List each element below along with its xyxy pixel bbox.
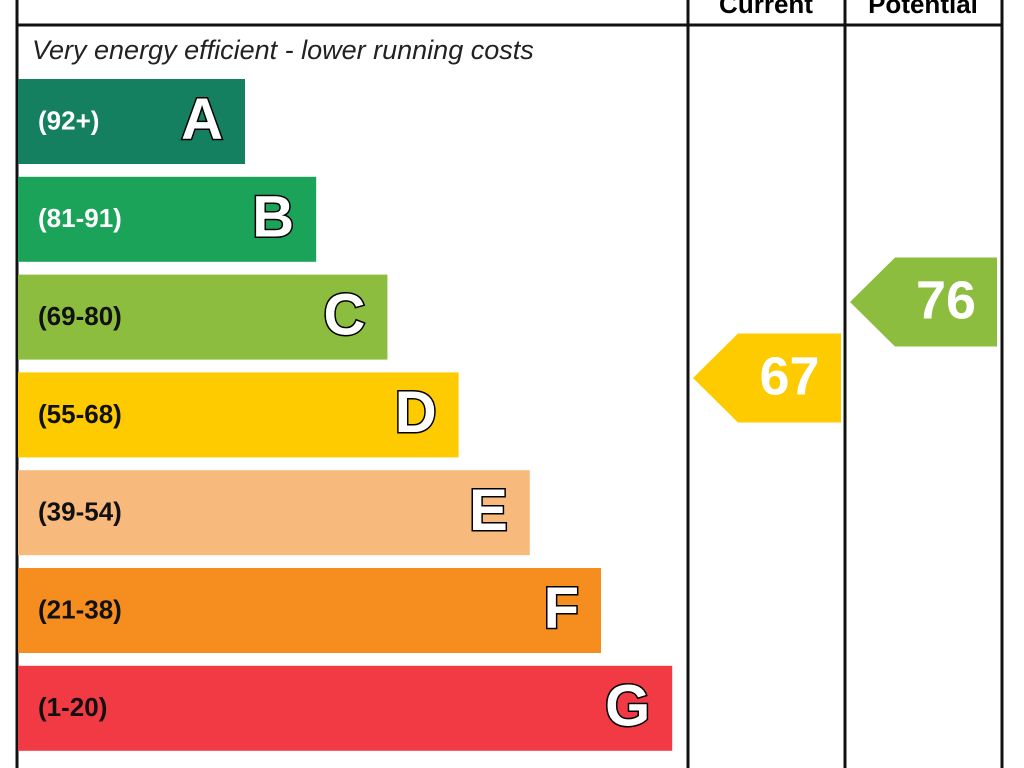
band-range: (1-20): [38, 692, 107, 722]
band-bar: [18, 79, 245, 164]
rating-arrow: [850, 257, 997, 347]
band-range: (92+): [38, 105, 99, 135]
band-letter: A: [181, 87, 223, 152]
band-letter: C: [324, 282, 366, 347]
band-letter: D: [395, 380, 437, 445]
band-bar: [18, 665, 673, 751]
band-bar: [18, 470, 530, 556]
band-bar: [18, 176, 317, 262]
subtitle: Very energy efficient - lower running co…: [32, 35, 534, 65]
band-range: (55-68): [38, 399, 122, 429]
band-letter: G: [605, 674, 650, 739]
band-range: (81-91): [38, 203, 122, 233]
band-range: (69-80): [38, 301, 122, 331]
band-bar: [18, 568, 601, 653]
band-letter: F: [544, 576, 579, 641]
column-header: Potential: [868, 0, 978, 19]
band-letter: E: [469, 478, 508, 543]
rating-value: 67: [759, 346, 819, 406]
band-letter: B: [252, 185, 294, 250]
band-bar: [18, 372, 459, 458]
rating-value: 76: [916, 270, 976, 330]
column-header: Current: [719, 0, 813, 19]
band-range: (39-54): [38, 497, 122, 527]
band-range: (21-38): [38, 594, 122, 624]
band-bar: [18, 274, 388, 360]
rating-arrow: [693, 333, 841, 423]
